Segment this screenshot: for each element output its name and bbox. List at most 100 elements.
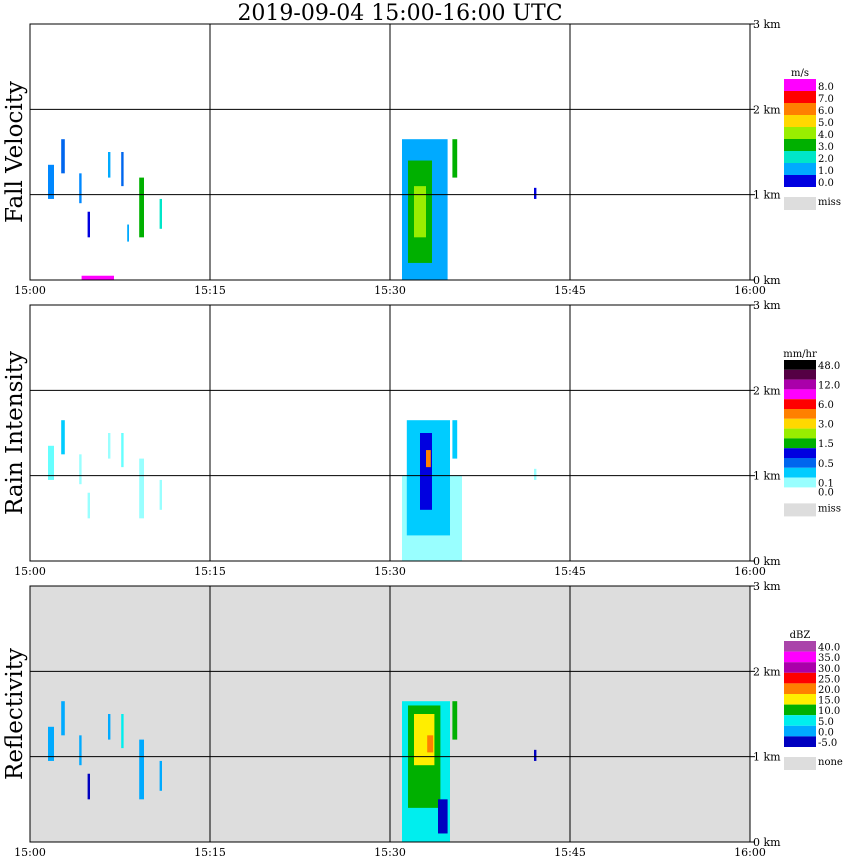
echo-mark xyxy=(452,420,458,459)
legend-unit: dBZ xyxy=(790,630,811,641)
legend-label: 0.5 xyxy=(818,459,834,470)
echo-mark xyxy=(427,735,434,753)
time-tick-label: 16:00 xyxy=(734,565,766,578)
legend-swatch xyxy=(784,428,816,439)
legend-swatch xyxy=(784,139,816,151)
echo-mark xyxy=(452,701,458,740)
legend-swatch xyxy=(784,163,816,175)
legend-label: 15.0 xyxy=(818,696,840,707)
time-tick-label: 16:00 xyxy=(734,284,766,297)
echo-mark xyxy=(139,739,144,800)
legend-label: 6.0 xyxy=(818,400,834,411)
echo-mark xyxy=(48,164,54,199)
legend-swatch xyxy=(784,399,816,409)
echo-mark xyxy=(159,198,162,229)
height-tick-label: 0 km xyxy=(753,274,781,287)
legend-label: 0.0 xyxy=(818,178,834,189)
panel-2: 0 km 1 km 2 km 3 km 15:00 15:15 15:30 15:45 16:0… xyxy=(2,580,843,859)
echo-mark xyxy=(534,468,537,480)
legend-swatch xyxy=(784,458,816,468)
echo-mark xyxy=(81,275,114,280)
legend-swatch xyxy=(784,715,816,726)
echo-mark xyxy=(414,714,435,766)
legend-swatch xyxy=(784,369,816,380)
legend-swatch xyxy=(784,389,816,400)
panel-ylabel: Rain Intensity xyxy=(2,351,28,515)
time-tick-label: 15:45 xyxy=(554,284,586,297)
legend-label: 1.5 xyxy=(818,439,834,450)
legend-swatch xyxy=(784,409,816,419)
legend-label: -5.0 xyxy=(818,738,837,749)
legend-label: 3.0 xyxy=(818,420,834,431)
legend-swatch xyxy=(784,662,816,673)
legend-missing-label: none xyxy=(818,757,843,768)
legend-swatch xyxy=(784,438,816,449)
time-tick-label: 15:30 xyxy=(374,565,406,578)
legend-label: 10.0 xyxy=(818,706,840,717)
height-tick-label: 1 km xyxy=(753,470,781,483)
legend-swatch xyxy=(784,115,816,127)
legend-swatch xyxy=(784,418,816,429)
legend-swatch xyxy=(784,91,816,103)
legend-swatch xyxy=(784,360,816,370)
echo-mark xyxy=(79,454,82,485)
legend-swatch xyxy=(784,79,816,91)
legend-label: 30.0 xyxy=(818,664,840,675)
time-tick-label: 15:45 xyxy=(554,565,586,578)
time-tick-label: 15:15 xyxy=(194,284,226,297)
legend-label: 35.0 xyxy=(818,653,840,664)
legend-swatch xyxy=(784,477,816,488)
legend-swatch xyxy=(784,694,816,705)
time-tick-label: 15:00 xyxy=(14,565,46,578)
echo-mark xyxy=(79,173,82,204)
echo-mark xyxy=(87,211,90,238)
echo-mark xyxy=(127,224,129,242)
echo-mark xyxy=(108,152,111,178)
height-tick-label: 0 km xyxy=(753,555,781,568)
time-tick-label: 15:45 xyxy=(554,846,586,859)
echo-mark xyxy=(452,139,458,178)
echo-mark xyxy=(87,773,90,800)
time-tick-label: 16:00 xyxy=(734,846,766,859)
height-tick-label: 3 km xyxy=(753,18,781,31)
panel-ylabel: Reflectivity xyxy=(2,648,28,780)
echo-mark xyxy=(121,433,124,468)
time-tick-label: 15:00 xyxy=(14,284,46,297)
legend-label: 5.0 xyxy=(818,717,834,728)
echo-mark xyxy=(414,186,426,238)
legend-swatch xyxy=(784,448,816,458)
legend-label: 40.0 xyxy=(818,643,840,654)
echo-mark xyxy=(438,799,448,834)
time-tick-label: 15:30 xyxy=(374,284,406,297)
echo-mark xyxy=(79,735,82,766)
legend-label: 7.0 xyxy=(818,94,834,105)
echo-mark xyxy=(121,714,124,749)
echo-mark xyxy=(61,701,65,736)
legend-unit: mm/hr xyxy=(783,349,817,360)
plot-frame xyxy=(29,304,751,562)
legend-missing-swatch xyxy=(784,503,816,517)
legend-swatch xyxy=(784,672,816,684)
legend-label: 1.0 xyxy=(818,166,834,177)
legend-swatch xyxy=(784,127,816,139)
legend-swatch xyxy=(784,725,816,737)
legend-zero-label: 0.0 xyxy=(818,487,834,498)
legend-swatch xyxy=(784,641,816,652)
legend-label: 0.1 xyxy=(818,478,834,489)
chart-title: 2019-09-04 15:00-16:00 UTC xyxy=(237,1,563,26)
echo-mark xyxy=(426,450,431,468)
time-tick-label: 15:15 xyxy=(194,846,226,859)
echo-mark xyxy=(159,479,162,510)
legend-label: 5.0 xyxy=(818,118,834,129)
height-tick-label: 2 km xyxy=(753,103,781,116)
legend-swatch xyxy=(784,175,816,187)
legend-swatch xyxy=(784,151,816,163)
legend-label: 2.0 xyxy=(818,154,834,165)
legend-swatch xyxy=(784,704,816,716)
legend-label: 25.0 xyxy=(818,674,840,685)
time-tick-label: 15:00 xyxy=(14,846,46,859)
echo-mark xyxy=(48,726,54,761)
legend-swatch xyxy=(784,103,816,115)
height-tick-label: 2 km xyxy=(753,665,781,678)
